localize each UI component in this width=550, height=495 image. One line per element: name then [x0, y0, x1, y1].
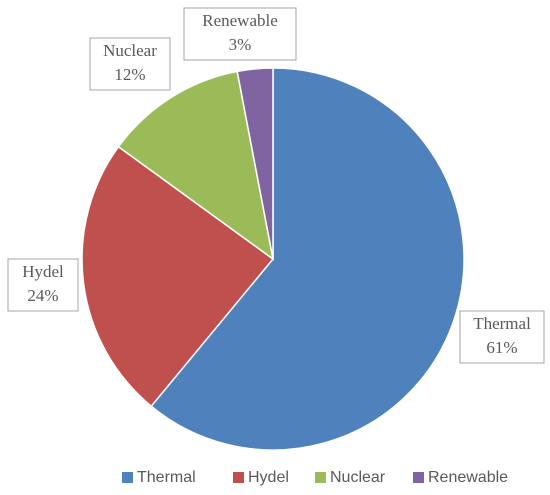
label-box: [7, 258, 79, 312]
data-label: 12%: [114, 65, 145, 84]
legend-label: Renewable: [428, 469, 508, 486]
data-label: 3%: [229, 35, 252, 54]
data-label: 24%: [27, 286, 58, 305]
label-box: [459, 310, 545, 364]
data-label-name: Thermal: [473, 314, 531, 333]
pie-slice: [117, 70, 275, 261]
legend-label: Hydel: [248, 469, 289, 486]
legend-swatch: [315, 472, 326, 483]
data-label: 61%: [486, 338, 517, 357]
legend-swatch: [233, 472, 244, 483]
legend-swatch: [122, 472, 133, 483]
legend-label: Thermal: [137, 469, 196, 486]
legend-swatch: [413, 472, 424, 483]
legend-label: Nuclear: [330, 469, 386, 486]
pie-slice: [236, 67, 274, 260]
label-box: [89, 37, 171, 91]
label-box: [183, 7, 297, 61]
data-label-name: Renewable: [202, 11, 278, 30]
data-label-name: Hydel: [22, 262, 64, 281]
pie-slice: [150, 67, 465, 451]
pie-slice: [81, 145, 275, 408]
data-label-name: Nuclear: [103, 41, 157, 60]
